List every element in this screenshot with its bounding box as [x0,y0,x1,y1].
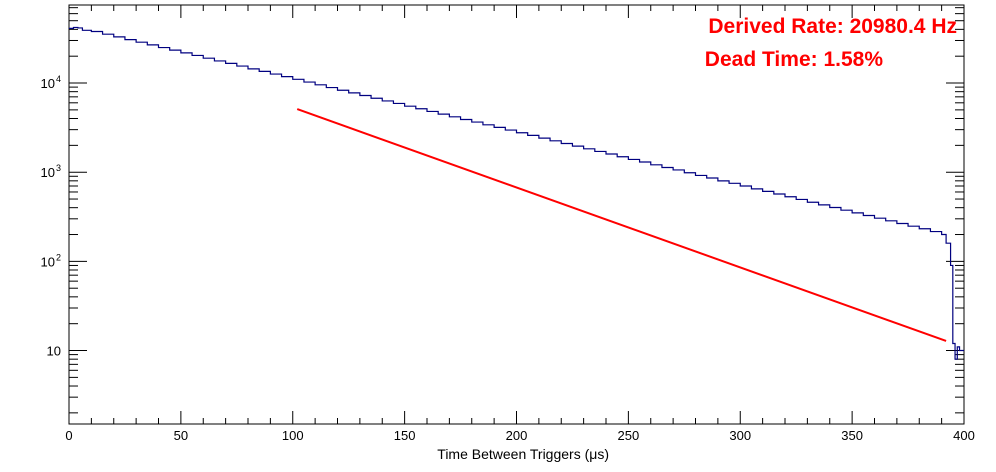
y-tick-label: 10 [41,76,55,91]
y-tick-label: 10 [41,165,55,180]
annotation-dead-time: Dead Time: 1.58% [705,48,884,71]
x-tick-label: 200 [506,428,528,443]
annotation-derived-rate: Derived Rate: 20980.4 Hz [708,15,957,38]
x-tick-label: 250 [618,428,640,443]
y-tick-label: 10 [41,254,55,269]
x-tick-label: 150 [394,428,416,443]
x-tick-label: 300 [729,428,751,443]
y-tick-label: 10 [47,344,61,359]
x-axis: 0 50 100 150 200 250 300 350 400 [65,5,975,443]
x-tick-label: 0 [65,428,72,443]
x-axis-title: Time Between Triggers (μs) [437,446,609,462]
y-tick-exponent: 3 [56,163,61,173]
x-tick-label: 400 [953,428,975,443]
x-tick-label: 350 [841,428,863,443]
x-tick-label: 100 [282,428,304,443]
histogram-series [69,26,964,360]
x-tick-label: 50 [174,428,188,443]
y-tick-exponent: 2 [56,252,61,262]
y-tick-exponent: 4 [56,74,61,84]
fit-line [296,108,947,342]
series-layer [69,26,964,360]
